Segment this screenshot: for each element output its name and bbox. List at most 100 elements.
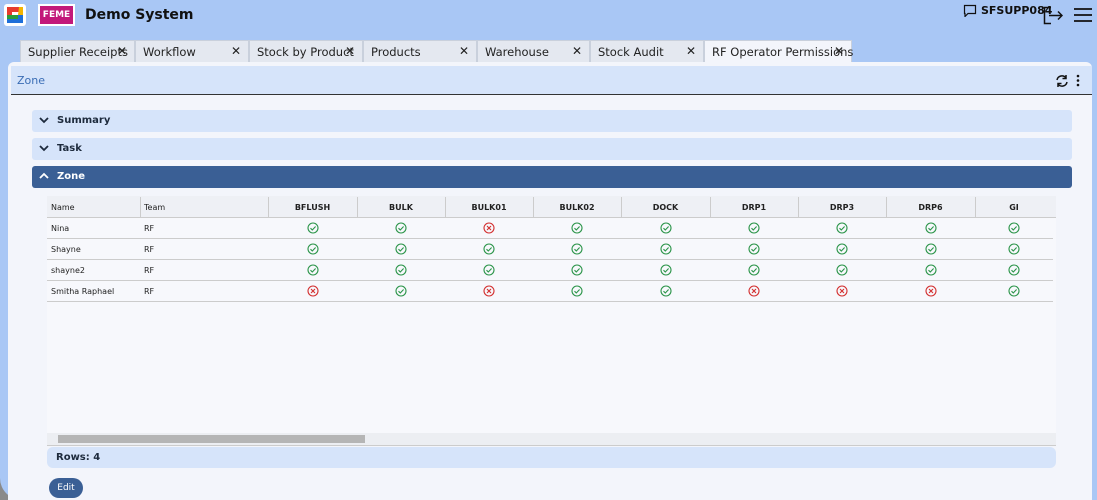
status-allowed [306, 243, 319, 255]
logo[interactable]: FEME [38, 4, 75, 26]
chevron[interactable] [39, 116, 49, 124]
tab-label[interactable]: Workflow [143, 45, 196, 59]
tab[interactable]: Workflow ✕ [135, 40, 249, 63]
status-allowed [1008, 285, 1020, 297]
status-allowed [836, 243, 848, 255]
grid-header [47, 196, 1056, 218]
status-allowed [1008, 243, 1020, 255]
cell-team: RF [144, 224, 155, 233]
status-allowed [924, 222, 937, 234]
section-title[interactable]: Summary [57, 115, 111, 126]
column-header[interactable]: Team [144, 203, 166, 212]
column-divider [445, 197, 446, 218]
logout-icon[interactable] [1043, 6, 1063, 25]
status-allowed [395, 264, 407, 276]
row-divider [47, 280, 1053, 281]
tab-label[interactable]: Supplier Receipts [28, 45, 128, 59]
row-divider [47, 259, 1053, 260]
tab-close[interactable]: ✕ [685, 44, 696, 58]
chevron[interactable] [39, 144, 49, 152]
column-header[interactable]: GI [1009, 203, 1019, 212]
tab[interactable]: RF Operator Permissions ✕ [704, 40, 854, 63]
tab-label[interactable]: RF Operator Permissions [712, 45, 854, 59]
app-icon[interactable] [4, 4, 26, 26]
column-header[interactable]: DRP6 [918, 203, 943, 212]
status-allowed [483, 264, 495, 276]
scroll-thumb[interactable] [58, 435, 365, 443]
status-allowed [836, 264, 848, 276]
tab-label[interactable]: Stock by Product [257, 45, 354, 59]
status-denied [483, 285, 495, 297]
tab-label[interactable]: Warehouse [485, 45, 549, 59]
app-title: Demo System [85, 7, 194, 23]
status-allowed [1008, 264, 1020, 276]
column-header[interactable]: BULK [389, 203, 413, 212]
column-header[interactable]: DOCK [652, 203, 679, 212]
tab-close[interactable]: ✕ [833, 44, 844, 58]
row-count: Rows: 4 [47, 447, 1056, 468]
tab-close[interactable]: ✕ [230, 44, 241, 58]
column-header[interactable]: BULK02 [559, 203, 595, 212]
user-name[interactable]: SFSUPP084 [981, 4, 1053, 17]
chevron[interactable] [39, 172, 49, 180]
column-header[interactable]: BULK01 [471, 203, 507, 212]
tab[interactable]: Stock by Product ✕ [249, 40, 363, 63]
tab-close[interactable]: ✕ [116, 44, 127, 58]
status-allowed [748, 222, 760, 234]
tab[interactable]: Supplier Receipts ✕ [20, 40, 135, 63]
column-divider [710, 197, 711, 218]
status-allowed [836, 222, 848, 234]
section-header[interactable]: Zone [32, 166, 1072, 188]
menu-icon[interactable] [1073, 7, 1093, 23]
column-header[interactable]: DRP1 [741, 203, 767, 212]
status-allowed [659, 264, 672, 276]
status-denied [836, 285, 848, 297]
status-allowed [395, 243, 407, 255]
status-allowed [306, 264, 319, 276]
grid [47, 196, 1056, 446]
tab-label[interactable]: Stock Audit [598, 45, 664, 59]
column-divider [533, 197, 534, 218]
tab-close[interactable]: ✕ [344, 44, 355, 58]
section-title[interactable]: Task [57, 143, 82, 154]
tab-label[interactable]: Products [371, 45, 421, 59]
status-allowed [748, 243, 760, 255]
edit-button[interactable]: Edit [49, 478, 83, 498]
column-divider [140, 197, 141, 218]
status-allowed [924, 264, 937, 276]
cell-name: Smitha Raphael [51, 287, 115, 296]
status-allowed [571, 285, 583, 297]
column-divider [268, 197, 269, 218]
tab-close[interactable]: ✕ [571, 44, 582, 58]
column-header[interactable]: BFLUSH [294, 203, 331, 212]
status-allowed [395, 222, 407, 234]
cell-team: RF [144, 245, 155, 254]
status-allowed [483, 243, 495, 255]
tab[interactable]: Stock Audit ✕ [590, 40, 704, 63]
scrollbar[interactable] [47, 433, 1056, 445]
refresh-icon[interactable] [1055, 74, 1069, 88]
status-allowed [659, 243, 672, 255]
column-divider [621, 197, 622, 218]
more-icon[interactable] [1076, 74, 1080, 87]
status-denied [924, 285, 937, 297]
column-divider [798, 197, 799, 218]
column-header[interactable]: DRP3 [829, 203, 855, 212]
status-allowed [571, 264, 583, 276]
tab[interactable]: Products ✕ [363, 40, 477, 63]
panel-header: Zone [11, 66, 1092, 95]
section-header[interactable]: Summary [32, 110, 1072, 132]
column-header[interactable]: Name [51, 203, 75, 212]
panel-title: Zone [17, 74, 46, 87]
row-divider [47, 301, 1053, 302]
tab[interactable]: Warehouse ✕ [477, 40, 590, 63]
message-icon[interactable] [963, 4, 977, 17]
section-title[interactable]: Zone [57, 171, 86, 182]
tab-close[interactable]: ✕ [458, 44, 469, 58]
cell-team: RF [144, 266, 155, 275]
status-allowed [659, 222, 672, 234]
status-allowed [748, 264, 760, 276]
section-header[interactable]: Task [32, 138, 1072, 160]
